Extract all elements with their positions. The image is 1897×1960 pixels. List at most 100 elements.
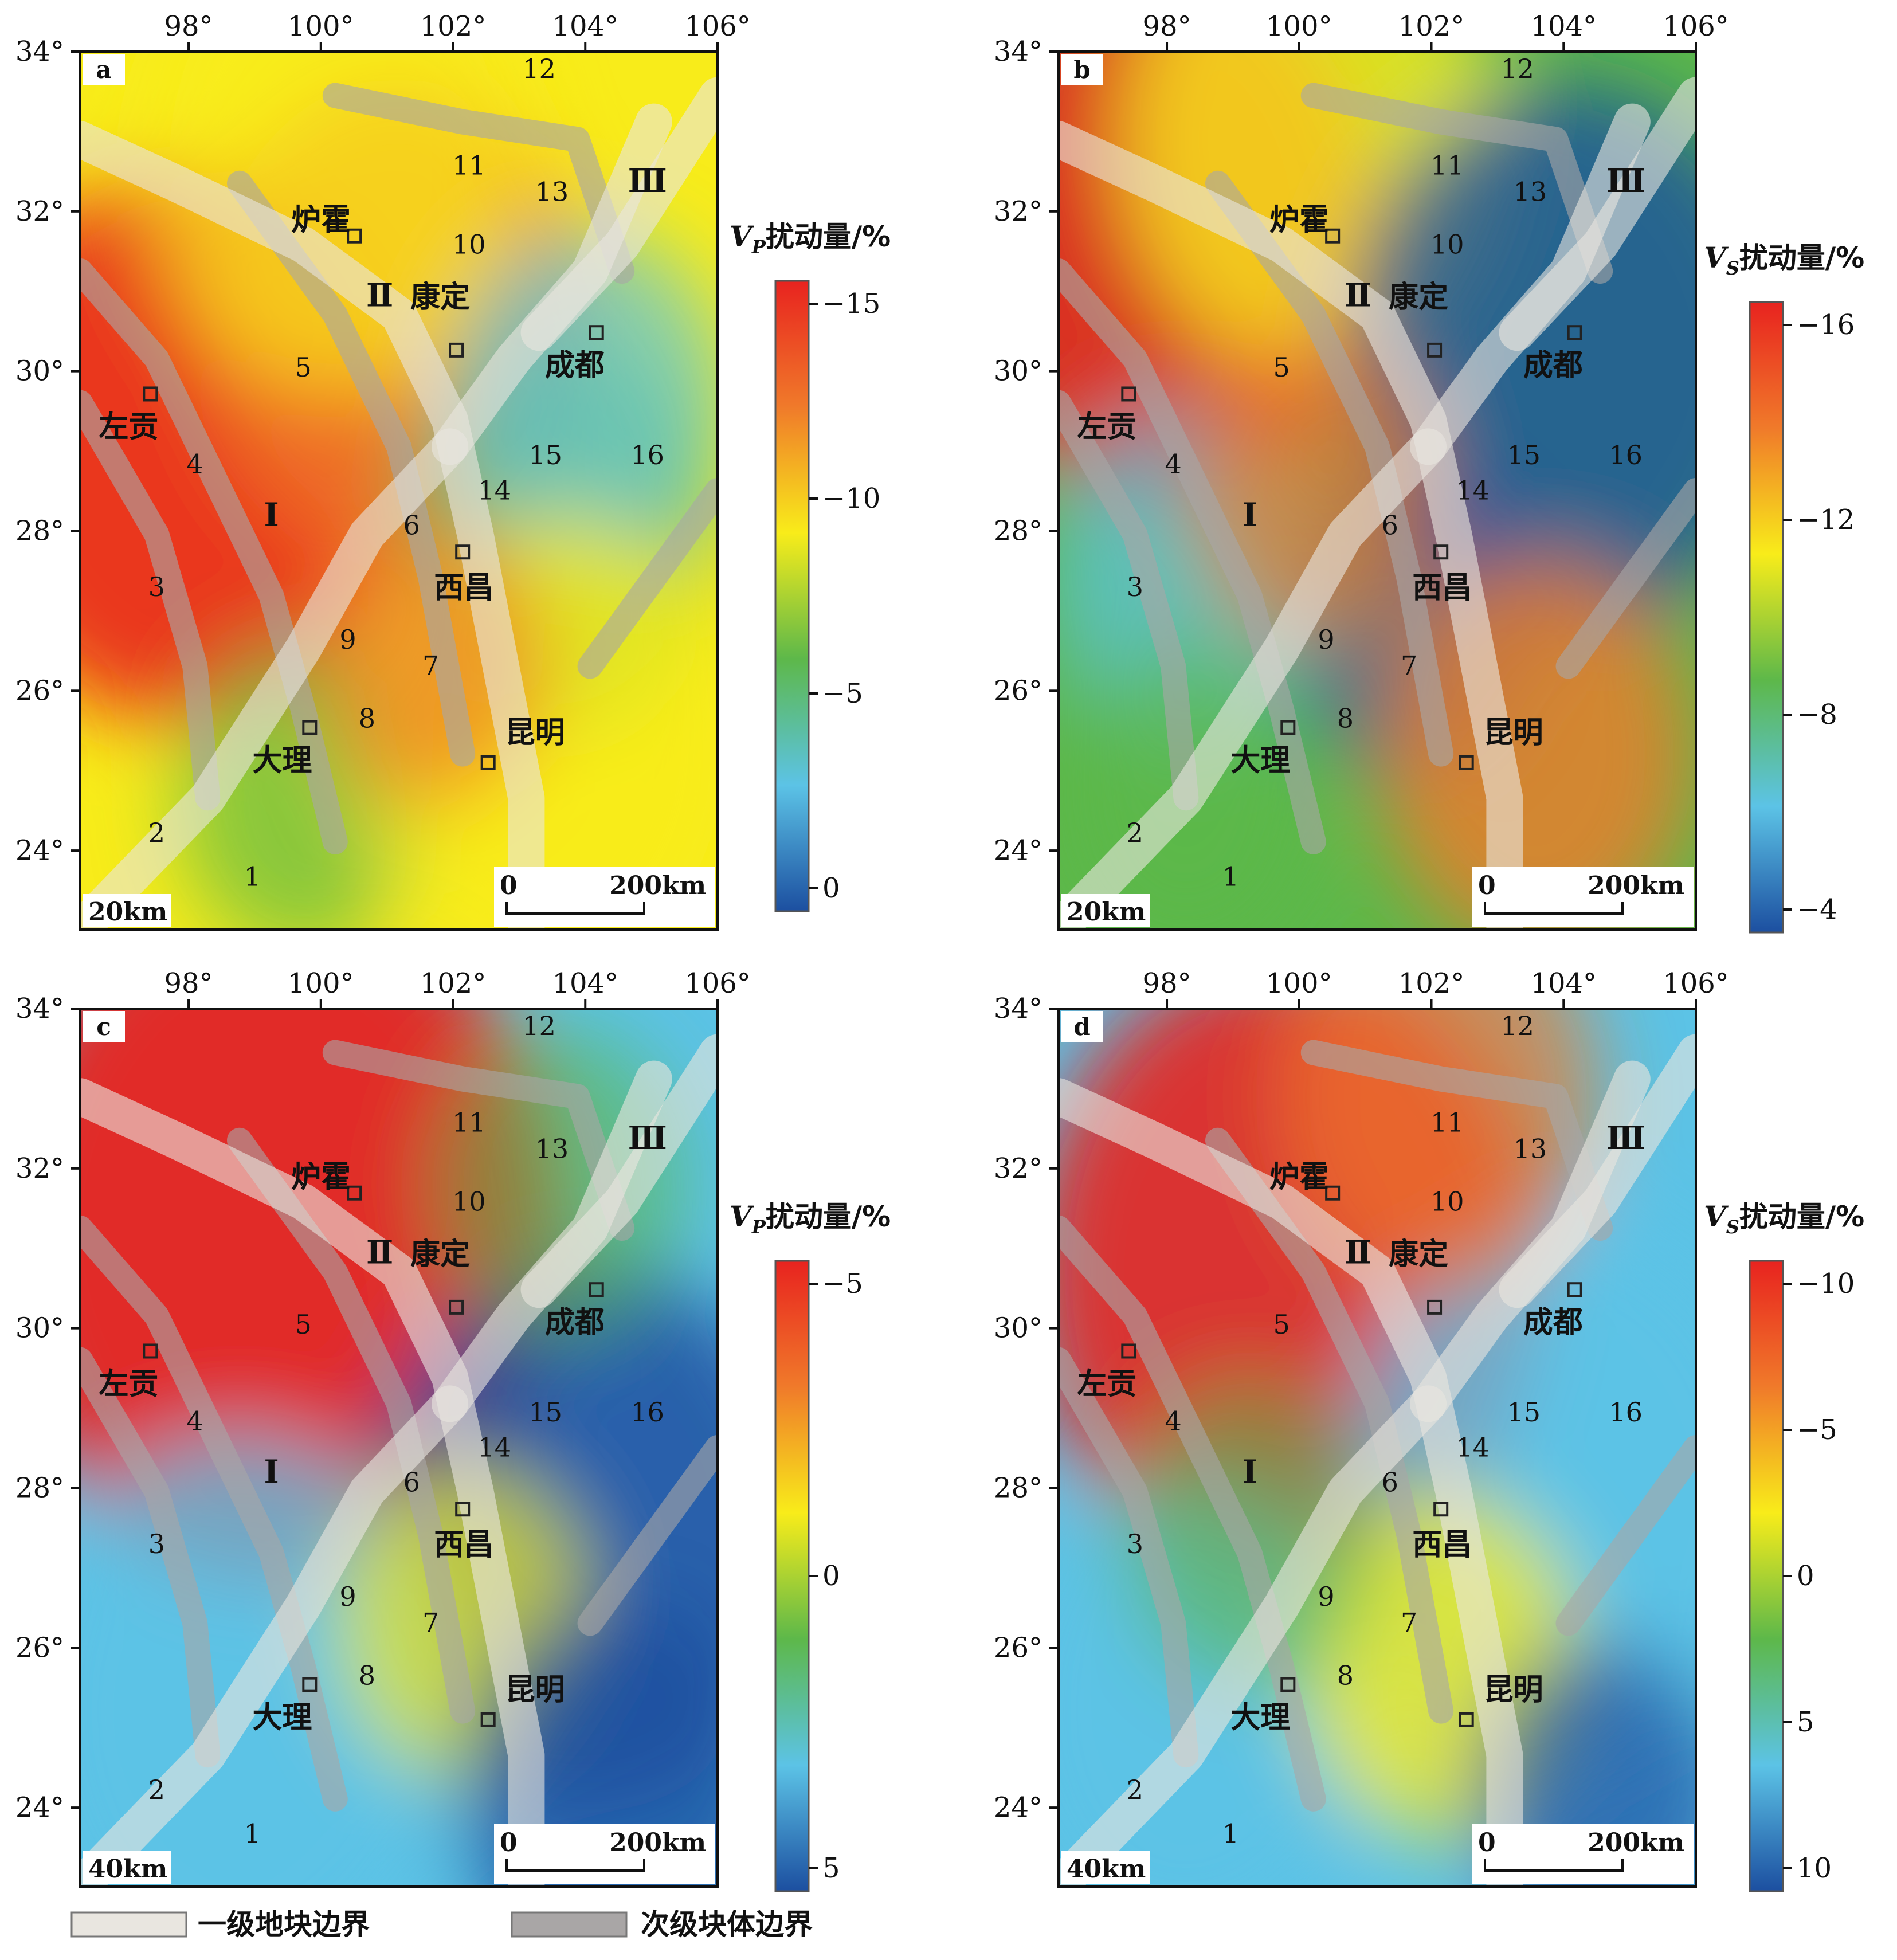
lat-tick-label: 26° bbox=[994, 1632, 1042, 1664]
city-marker bbox=[480, 755, 496, 770]
block-label: Ⅰ bbox=[1242, 496, 1257, 534]
block-label: Ⅲ bbox=[628, 1119, 667, 1157]
fault-number: 2 bbox=[148, 817, 165, 848]
fault-number: 16 bbox=[630, 440, 664, 471]
map-panel-d: 98° 100° 102° 104° 106°34°32°30°28°26°24°d40… bbox=[994, 967, 1864, 1892]
fault-number: 3 bbox=[1127, 571, 1143, 602]
fault-number: 5 bbox=[1273, 1309, 1290, 1340]
secondary-boundary bbox=[1205, 1127, 1454, 1724]
block-boundaries bbox=[1059, 1034, 1696, 1887]
city-label: 康定 bbox=[1389, 280, 1448, 315]
city-label: 西昌 bbox=[1412, 1528, 1472, 1562]
secondary-boundary bbox=[80, 1347, 221, 1768]
city-label: 康定 bbox=[410, 280, 470, 315]
block-boundaries bbox=[80, 77, 718, 930]
colorbar-tick: 5 bbox=[1797, 1706, 1814, 1738]
lon-tick-label: 104° bbox=[1530, 10, 1597, 42]
legend: 一级地块边界 次级块体边界 bbox=[70, 1908, 813, 1941]
colorbar-tick: 0 bbox=[822, 1560, 840, 1592]
lon-tick-label: 104° bbox=[1530, 967, 1597, 999]
colorbar-unit: 扰动量/% bbox=[766, 1200, 891, 1233]
fault-number: 14 bbox=[478, 475, 512, 505]
fault-number: 16 bbox=[630, 1397, 664, 1428]
colorbar-title: VS扰动量/% bbox=[1704, 1199, 1864, 1238]
fault-number: 3 bbox=[148, 1528, 165, 1559]
lat-tick-label: 28° bbox=[15, 1472, 64, 1504]
fault-number: 12 bbox=[1500, 53, 1534, 84]
block-label: Ⅱ bbox=[1345, 276, 1371, 314]
city-label: 西昌 bbox=[434, 1528, 493, 1562]
city-marker bbox=[1121, 1343, 1136, 1359]
depth-label: 40km bbox=[88, 1855, 167, 1884]
scale-end: 200km bbox=[1588, 871, 1684, 900]
block-label: Ⅰ bbox=[264, 496, 279, 534]
fault-number: 16 bbox=[1609, 440, 1643, 471]
city-label: 昆明 bbox=[1484, 716, 1543, 750]
map-panel-b: 98° 100° 102° 104° 106°34°32°30°28°26°24°b20… bbox=[994, 10, 1864, 934]
lat-tick-label: 34° bbox=[994, 36, 1042, 68]
legend-primary-swatch bbox=[70, 1911, 187, 1938]
depth-label: 20km bbox=[88, 897, 167, 927]
city-marker bbox=[449, 342, 464, 358]
colorbar-sub: P bbox=[751, 236, 766, 258]
map-frame bbox=[79, 50, 719, 931]
fault-number: 2 bbox=[148, 1774, 165, 1805]
city-marker bbox=[1427, 1299, 1443, 1315]
lat-tick-label: 24° bbox=[994, 834, 1042, 867]
lat-tick-label: 34° bbox=[15, 36, 64, 68]
city-marker bbox=[1567, 1282, 1582, 1297]
map-frame bbox=[79, 1008, 719, 1888]
lat-tick-label: 28° bbox=[994, 515, 1042, 547]
colorbar-tick: 0 bbox=[1797, 1560, 1814, 1592]
secondary-boundary bbox=[1555, 478, 1696, 679]
city-label: 大理 bbox=[252, 744, 312, 778]
lon-tick-label: 98° bbox=[1143, 10, 1191, 42]
secondary-boundary bbox=[80, 390, 221, 811]
primary-boundary bbox=[80, 428, 468, 930]
colorbar-tick: −8 bbox=[1797, 699, 1837, 731]
colorbar: −5 0 5 VP扰动量/% bbox=[730, 1199, 891, 1892]
city-label: 成都 bbox=[1523, 1306, 1583, 1340]
city-label: 昆明 bbox=[505, 1673, 565, 1707]
block-label: Ⅲ bbox=[1606, 162, 1645, 200]
colorbar-title: VS扰动量/% bbox=[1704, 241, 1864, 279]
colorbar-tick: 10 bbox=[1797, 1852, 1832, 1884]
lon-tick-label: 102° bbox=[420, 967, 487, 999]
fault-number: 1 bbox=[244, 861, 261, 892]
colorbar-var: V bbox=[730, 219, 755, 253]
lat-tick-label: 24° bbox=[15, 1792, 64, 1824]
depth-label: 40km bbox=[1067, 1855, 1146, 1884]
city-label: 康定 bbox=[1389, 1237, 1448, 1272]
legend-primary-label: 一级地块边界 bbox=[198, 1908, 370, 1941]
city-marker bbox=[347, 228, 362, 244]
scale-bar bbox=[505, 1859, 645, 1872]
fault-number: 10 bbox=[1430, 229, 1464, 260]
colorbar-title: VP扰动量/% bbox=[730, 219, 891, 258]
fault-number: 7 bbox=[1401, 650, 1417, 681]
fault-number: 8 bbox=[359, 1660, 375, 1691]
lon-tick-label: 100° bbox=[288, 10, 354, 42]
city-marker bbox=[1459, 755, 1474, 770]
lat-tick-label: 24° bbox=[15, 834, 64, 867]
fault-number: 12 bbox=[522, 53, 556, 84]
city-marker bbox=[1567, 325, 1582, 340]
lat-tick-label: 32° bbox=[994, 1153, 1042, 1185]
fault-number: 15 bbox=[1507, 440, 1541, 471]
fault-number: 13 bbox=[1514, 1133, 1547, 1164]
city-marker bbox=[143, 1343, 158, 1359]
block-label: Ⅰ bbox=[1242, 1453, 1257, 1491]
colorbar: −16 −12 −8 −4 VS扰动量/% bbox=[1704, 241, 1864, 934]
lon-tick-label: 98° bbox=[164, 10, 213, 42]
map-frame bbox=[1057, 1008, 1697, 1888]
secondary-boundary bbox=[227, 1127, 476, 1724]
fault-number: 1 bbox=[244, 1818, 261, 1849]
lon-tick-label: 106° bbox=[1663, 10, 1729, 42]
lat-tick-label: 30° bbox=[15, 1312, 64, 1344]
colorbar: −10 −5 0 5 10 VS扰动量/% bbox=[1704, 1199, 1864, 1892]
fault-number: 4 bbox=[187, 1405, 203, 1436]
secondary-boundary bbox=[577, 478, 718, 679]
scale-bar bbox=[1484, 1859, 1624, 1872]
block-label: Ⅲ bbox=[628, 162, 667, 200]
fault-number: 14 bbox=[1456, 475, 1490, 505]
